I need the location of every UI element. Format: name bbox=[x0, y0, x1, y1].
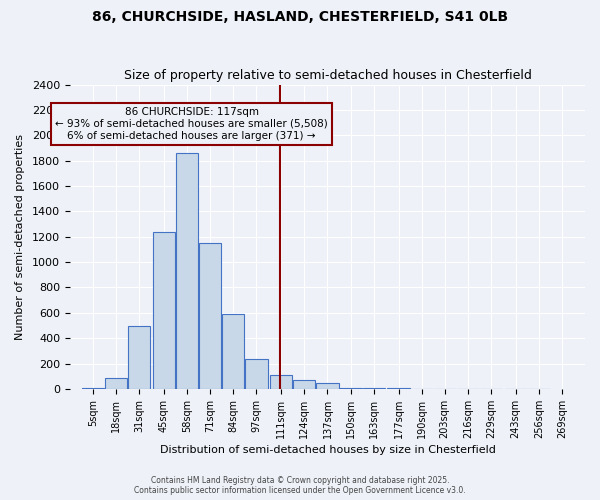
Bar bbox=[199, 243, 221, 389]
Y-axis label: Number of semi-detached properties: Number of semi-detached properties bbox=[15, 134, 25, 340]
Bar bbox=[222, 314, 244, 389]
Text: 86 CHURCHSIDE: 117sqm
← 93% of semi-detached houses are smaller (5,508)
6% of se: 86 CHURCHSIDE: 117sqm ← 93% of semi-deta… bbox=[55, 108, 328, 140]
Bar bbox=[388, 388, 410, 389]
Text: Contains HM Land Registry data © Crown copyright and database right 2025.
Contai: Contains HM Land Registry data © Crown c… bbox=[134, 476, 466, 495]
Title: Size of property relative to semi-detached houses in Chesterfield: Size of property relative to semi-detach… bbox=[124, 69, 532, 82]
Bar bbox=[316, 384, 338, 389]
Bar bbox=[270, 375, 292, 389]
Bar bbox=[245, 358, 268, 389]
Bar bbox=[176, 153, 198, 389]
Bar bbox=[82, 388, 104, 389]
X-axis label: Distribution of semi-detached houses by size in Chesterfield: Distribution of semi-detached houses by … bbox=[160, 445, 496, 455]
Bar bbox=[105, 378, 127, 389]
Bar bbox=[293, 380, 316, 389]
Bar bbox=[340, 388, 362, 389]
Bar bbox=[153, 232, 175, 389]
Text: 86, CHURCHSIDE, HASLAND, CHESTERFIELD, S41 0LB: 86, CHURCHSIDE, HASLAND, CHESTERFIELD, S… bbox=[92, 10, 508, 24]
Bar bbox=[128, 326, 150, 389]
Bar bbox=[362, 388, 385, 389]
